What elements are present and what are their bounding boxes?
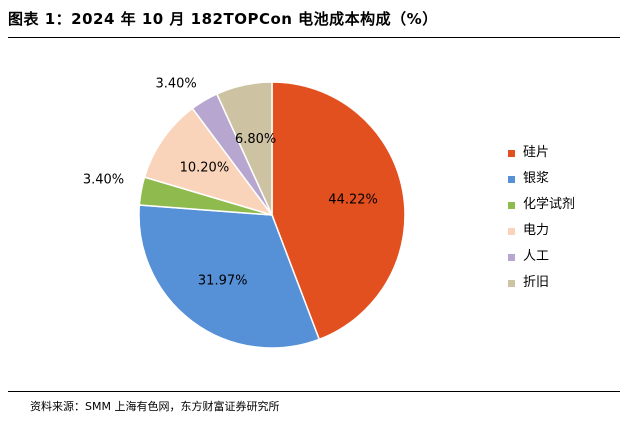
pie-slice-depreciation — [215, 81, 273, 216]
legend-item-labor: 人工 — [508, 244, 618, 270]
legend-label-labor: 人工 — [523, 249, 550, 264]
legend-swatch-labor — [508, 253, 515, 261]
legend-item-silver-paste: 银浆 — [508, 166, 618, 192]
legend-swatch-electricity — [508, 227, 515, 235]
legend-label-depreciation: 折旧 — [523, 275, 550, 290]
legend-item-silicon-wafer: 硅片 — [508, 140, 618, 166]
legend-label-silver-paste: 银浆 — [523, 171, 550, 186]
title-rule — [8, 37, 620, 38]
data-label-labor: 3.40% — [155, 76, 196, 91]
data-label-chemical-reagents: 3.40% — [83, 173, 124, 188]
data-label-depreciation: 6.80% — [235, 132, 276, 147]
pie-slice-silver-paste — [138, 204, 321, 349]
legend-label-silicon-wafer: 硅片 — [523, 145, 550, 160]
legend-item-electricity: 电力 — [508, 218, 618, 244]
pie-slice-silicon-wafer — [271, 81, 406, 341]
legend-swatch-silver-paste — [508, 175, 515, 183]
source-note: 资料来源：SMM 上海有色网，东方财富证券研究所 — [30, 400, 280, 413]
pie-chart: 44.22% 31.97% 3.40% 10.20% 3.40% 6.80% — [83, 76, 406, 349]
legend-swatch-depreciation — [508, 279, 515, 287]
legend-item-depreciation: 折旧 — [508, 270, 618, 296]
legend-item-chemical-reagents: 化学试剂 — [508, 192, 618, 218]
source-rule — [8, 391, 620, 392]
data-label-silver-paste: 31.97% — [198, 274, 248, 289]
chart-legend: 硅片银浆化学试剂电力人工折旧 — [508, 140, 618, 296]
legend-swatch-chemical-reagents — [508, 201, 515, 209]
data-label-electricity: 10.20% — [180, 160, 230, 175]
figure-title: 图表 1：2024 年 10 月 182TOPCon 电池成本构成（%） — [8, 10, 438, 28]
pie-slice-electricity — [143, 107, 274, 217]
legend-label-electricity: 电力 — [523, 223, 550, 238]
legend-label-chemical-reagents: 化学试剂 — [523, 197, 576, 212]
data-label-silicon-wafer: 44.22% — [328, 193, 378, 208]
legend-swatch-silicon-wafer — [508, 149, 515, 157]
